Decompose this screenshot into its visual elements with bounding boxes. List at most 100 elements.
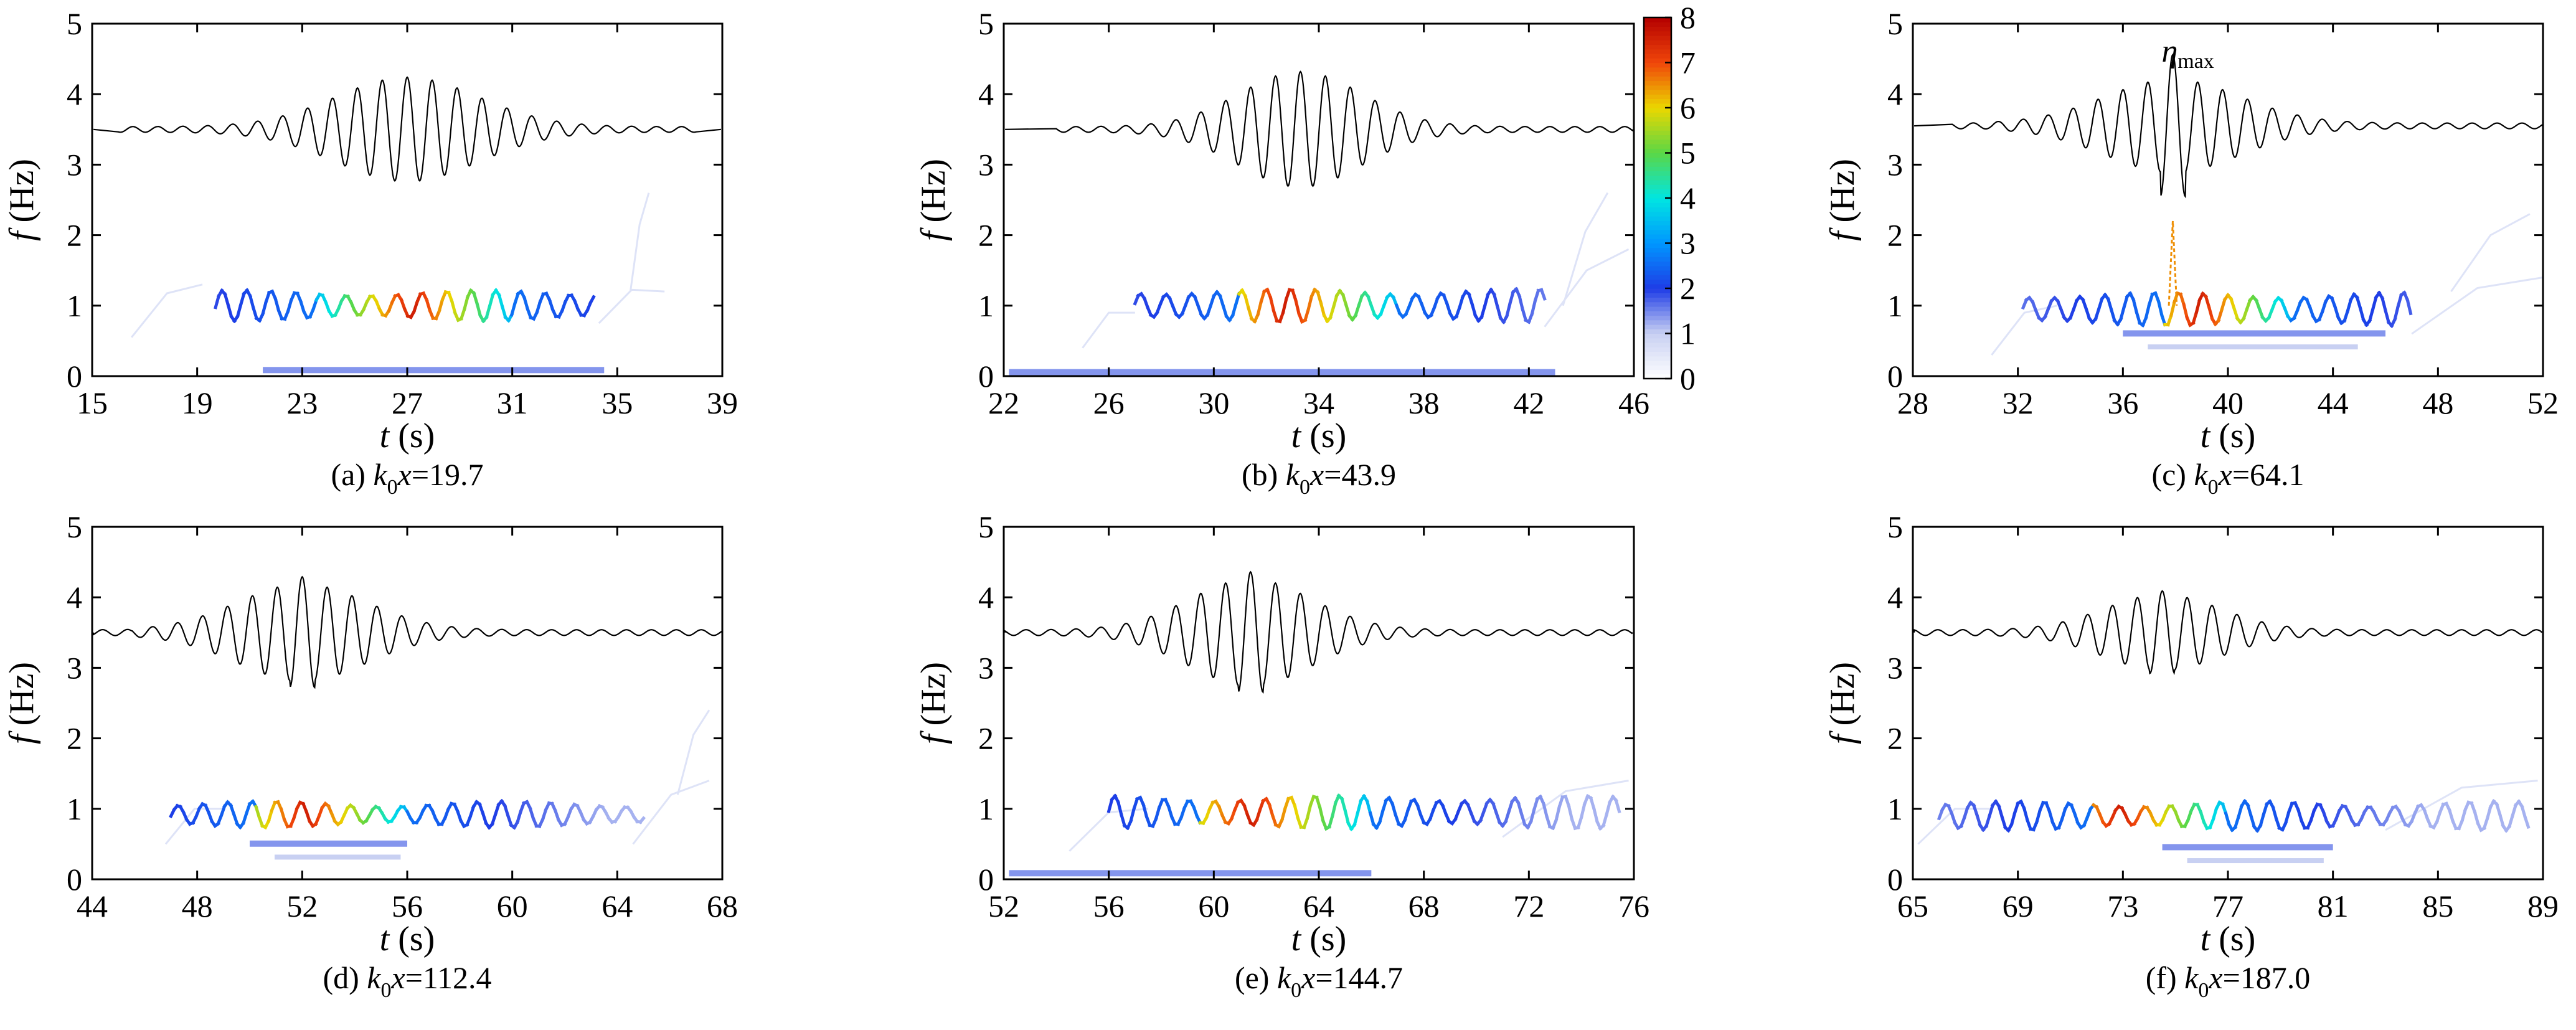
- colorbar-cell-10: [1644, 329, 1671, 334]
- ridge-segment-43: [2156, 300, 2164, 317]
- ridge-segment-99: [2333, 305, 2341, 319]
- caption-sub: 0: [387, 476, 398, 499]
- ridge-segment-103: [2346, 298, 2353, 313]
- y-tick-label: 2: [1887, 218, 1903, 253]
- faint-ridge-1: [598, 288, 665, 324]
- colorbar-cell-76: [1644, 31, 1671, 36]
- ridge-segment-162: [2447, 808, 2455, 823]
- caption-sub: 0: [1300, 476, 1310, 499]
- panel-caption: (f) k0x=187.0: [2146, 960, 2311, 1002]
- ridge-segment-186: [2523, 815, 2531, 829]
- ridge-segment-147: [1570, 817, 1577, 831]
- colorbar-cell-71: [1644, 54, 1671, 59]
- colorbar-cell-2: [1644, 365, 1671, 371]
- ridge-segment-134: [1529, 808, 1536, 824]
- y-axis-label: f (Hz): [2, 662, 41, 744]
- y-axis-unit: (Hz): [1823, 159, 1862, 232]
- colorbar-tick-label: 4: [1680, 181, 1696, 215]
- caption-x: x: [1301, 960, 1315, 995]
- caption-prefix: (a): [331, 457, 373, 492]
- colorbar-cell-25: [1644, 261, 1671, 267]
- ridge-segment-122: [2321, 810, 2329, 823]
- panel-caption: (d) k0x=112.4: [323, 960, 491, 1002]
- low-frequency-band-2: [275, 854, 401, 860]
- ridge-segment-86: [1377, 808, 1385, 824]
- x-tick-label: 48: [2422, 385, 2453, 420]
- colorbar-cell-79: [1644, 17, 1671, 22]
- ridge-segment-185: [2520, 805, 2527, 820]
- caption-prefix: (f): [2146, 960, 2184, 995]
- colorbar-cell-43: [1644, 180, 1671, 185]
- ridge-segment-122: [1517, 294, 1525, 311]
- x-tick-label: 42: [1513, 385, 1544, 420]
- ridge-segment-138: [1541, 801, 1549, 818]
- ridge-segment-51: [2182, 302, 2189, 319]
- ridge-segment-115: [1495, 304, 1503, 320]
- wave-trace: [1005, 70, 1633, 187]
- y-tick-label: 3: [67, 147, 82, 182]
- x-tick-label: 56: [392, 889, 423, 924]
- ridge-segment-153: [1588, 796, 1597, 811]
- ridge-segment-95: [2320, 300, 2328, 314]
- colorbar-cell-32: [1644, 229, 1671, 235]
- ridge-segment-67: [425, 298, 432, 313]
- ridge-segment-102: [535, 300, 542, 314]
- y-tick-label: 1: [978, 288, 994, 323]
- low-frequency-band-2: [2148, 344, 2358, 350]
- colorbar-tick-label: 7: [1680, 45, 1696, 80]
- ridge-segment-35: [2047, 809, 2055, 824]
- ridge-segment-20: [2084, 306, 2092, 321]
- colorbar-cell-47: [1644, 162, 1671, 167]
- colorbar-cell-51: [1644, 144, 1671, 149]
- colorbar-cell-5: [1644, 351, 1671, 357]
- y-tick-label: 4: [978, 77, 994, 111]
- ridge-segment-102: [2342, 309, 2350, 323]
- ridge-segment-31: [2034, 808, 2042, 824]
- colorbar-cell-21: [1644, 279, 1671, 285]
- ridge-segment-66: [2229, 296, 2237, 311]
- ridge-segment-83: [475, 301, 483, 318]
- ridge-segment-62: [2216, 308, 2224, 323]
- ridge-segment-36: [1246, 306, 1254, 321]
- colorbar-cell-12: [1644, 319, 1671, 325]
- y-axis-label: f (Hz): [1823, 662, 1862, 744]
- ridge-segment-178: [2498, 813, 2505, 828]
- y-tick-label: 1: [1887, 791, 1903, 826]
- ridge-segment-19: [273, 296, 281, 313]
- colorbar-cell-61: [1644, 98, 1671, 104]
- ridge-segment-23: [241, 811, 249, 825]
- caption-x: x: [2208, 960, 2222, 995]
- ridge-segment-91: [455, 809, 463, 823]
- x-axis-label: t (s): [1291, 417, 1347, 455]
- y-tick-label: 1: [67, 791, 82, 826]
- faint-energy-group: [1069, 780, 1629, 852]
- ridge-segment-15: [1984, 813, 1992, 828]
- ridge-segment-32: [1234, 291, 1241, 306]
- ridge-segment-86: [484, 304, 492, 319]
- ridge-segment-102: [490, 812, 498, 826]
- ridge-segment-94: [1403, 808, 1410, 822]
- faint-ridge-2: [1562, 192, 1609, 306]
- x-axis-var: t: [1291, 417, 1302, 455]
- caption-k: k: [2184, 960, 2199, 995]
- ridge-segment-118: [2393, 304, 2400, 321]
- ridge-segment-177: [2494, 802, 2502, 817]
- colorbar-cell-18: [1644, 293, 1671, 298]
- x-axis-var: t: [1291, 920, 1302, 958]
- ridge-segment-170: [2473, 810, 2480, 826]
- ridge-segment-157: [1601, 812, 1609, 828]
- colorbar-cell-41: [1644, 189, 1671, 194]
- y-tick-label: 0: [1887, 359, 1903, 394]
- colorbar-cell-73: [1644, 44, 1671, 50]
- x-tick-label: 48: [182, 889, 213, 924]
- ridge-segment-102: [2258, 812, 2266, 828]
- y-tick-label: 2: [978, 721, 994, 756]
- ridge-segment-95: [1432, 296, 1440, 309]
- plot-frame: [1912, 526, 2544, 881]
- colorbar-tick-label: 8: [1680, 0, 1696, 35]
- ridge-segment-35: [2131, 298, 2139, 314]
- annotation-sub: max: [2177, 50, 2214, 73]
- y-tick-label: 4: [67, 580, 82, 615]
